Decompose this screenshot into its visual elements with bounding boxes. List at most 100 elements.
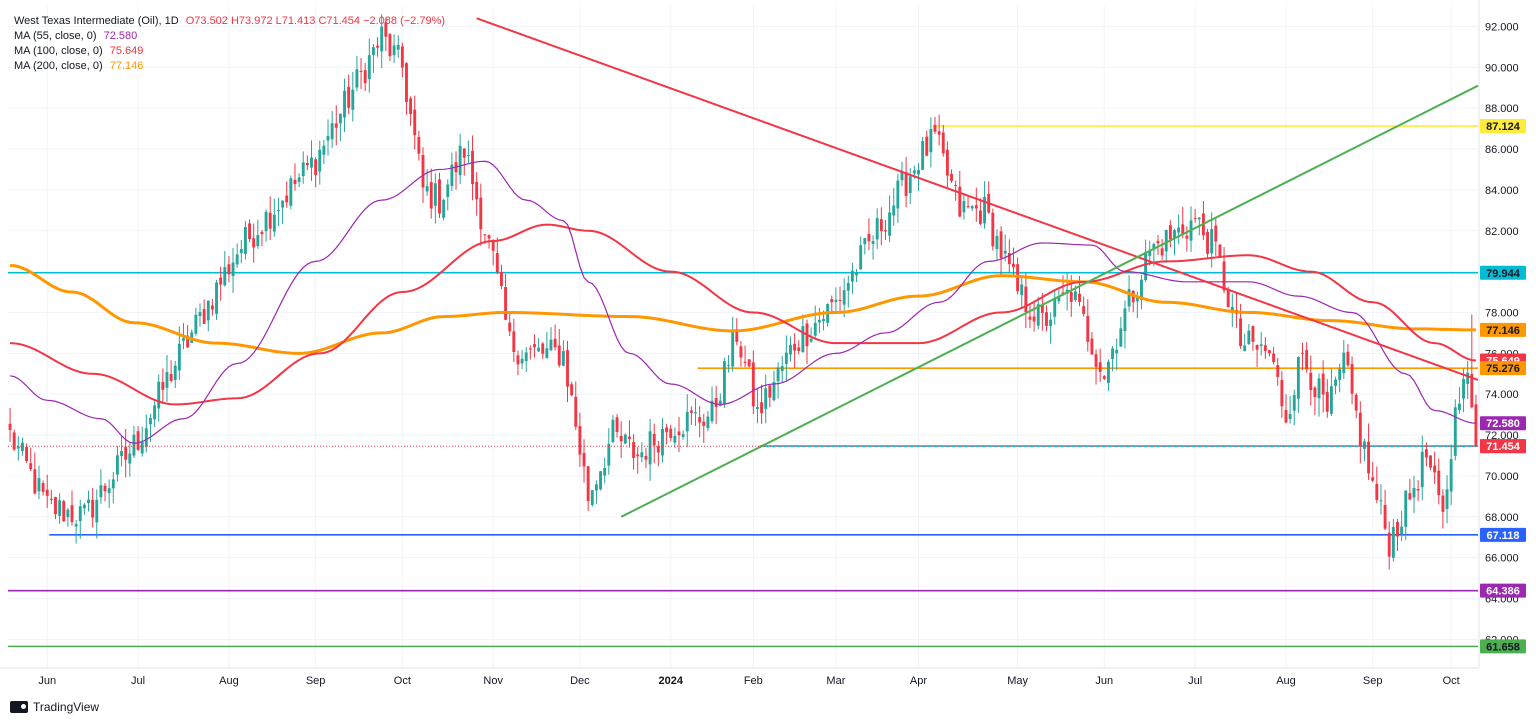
candle-body — [508, 322, 512, 332]
candle-body — [524, 352, 528, 362]
candle-body — [863, 238, 867, 245]
price-axis-badge-label: 77.146 — [1486, 325, 1520, 337]
red-downtrend-line — [476, 17, 1479, 381]
candle-body — [1396, 521, 1399, 537]
candle-body — [177, 343, 181, 371]
candle-body — [66, 509, 70, 518]
candle-body — [1301, 352, 1304, 354]
candle-body — [54, 497, 57, 515]
candle-body — [124, 446, 128, 460]
candle-body — [970, 206, 974, 209]
candle-body — [640, 452, 644, 458]
candle-body — [318, 149, 322, 172]
candle-body — [594, 484, 598, 491]
candle-body — [1408, 493, 1412, 500]
price-axis-badge — [1480, 439, 1526, 454]
candle-body — [665, 427, 669, 433]
y-tick-label: 66.000 — [1485, 553, 1519, 565]
candle-body — [421, 154, 425, 188]
candle-body — [219, 277, 223, 285]
y-tick-label: 84.000 — [1485, 185, 1519, 197]
candle-body — [619, 435, 623, 442]
candle-body — [396, 44, 400, 50]
candle-body — [1288, 414, 1292, 419]
candle-body — [1177, 227, 1181, 233]
candle-body — [16, 446, 20, 449]
candle-body — [1115, 349, 1119, 354]
candle-body — [925, 136, 929, 156]
price-axis-badge-label: 75.276 — [1486, 363, 1520, 375]
candle-body — [165, 372, 169, 388]
candle-body — [859, 245, 863, 270]
candle-body — [648, 431, 652, 465]
candle-body — [776, 367, 780, 382]
candle-body — [438, 179, 441, 214]
candle-body — [12, 432, 16, 450]
candle-body — [194, 314, 198, 334]
candle-body — [850, 270, 854, 282]
candle-body — [1206, 231, 1209, 254]
candle-body — [1457, 403, 1461, 411]
candle-body — [1259, 344, 1263, 346]
x-tick-label: Oct — [1443, 675, 1460, 687]
candle-body — [297, 177, 301, 182]
candle-body — [714, 398, 718, 408]
legend-ma100-row[interactable]: MA (100, close, 0) 75.649 — [14, 44, 445, 59]
candle-body — [689, 410, 693, 413]
price-axis-badge-label: 67.118 — [1486, 530, 1519, 542]
legend-ma55-row[interactable]: MA (55, close, 0) 72.580 — [14, 29, 445, 44]
candle-body — [937, 131, 941, 135]
candle-body — [644, 455, 648, 460]
candle-body — [272, 214, 276, 232]
candle-body — [718, 400, 722, 406]
candle-body — [1317, 378, 1321, 399]
candle-body — [144, 428, 148, 447]
candle-body — [82, 504, 86, 509]
candle-body — [1474, 404, 1478, 447]
candle-body — [475, 181, 479, 200]
candle-body — [685, 411, 689, 432]
candle-body — [974, 205, 978, 209]
candle-body — [669, 428, 673, 439]
candle-body — [140, 441, 144, 454]
candle-body — [8, 423, 12, 431]
candle-body — [954, 185, 958, 187]
candle-body — [661, 428, 664, 456]
price-axis-badge-label: 61.658 — [1486, 641, 1520, 653]
candle-body — [1156, 240, 1160, 244]
candle-body — [533, 344, 536, 348]
legend-ma200-row[interactable]: MA (200, close, 0) 77.146 — [14, 59, 445, 74]
candle-body — [694, 412, 697, 414]
candle-body — [912, 170, 916, 174]
candle-body — [409, 98, 413, 115]
candle-body — [1466, 372, 1470, 384]
tradingview-logo-icon — [10, 701, 28, 713]
candle-body — [260, 231, 264, 235]
candle-body — [884, 230, 887, 232]
candle-body — [1028, 316, 1032, 320]
candle-body — [1148, 251, 1152, 256]
candle-body — [132, 434, 136, 456]
candle-body — [1363, 441, 1366, 449]
candle-body — [1412, 487, 1416, 498]
candle-body — [537, 347, 541, 352]
candle-body — [1404, 490, 1408, 527]
x-tick-label: Nov — [483, 675, 503, 687]
brand-name: TradingView — [33, 700, 100, 714]
candle-body — [1012, 263, 1015, 268]
candle-body — [1375, 483, 1379, 501]
x-tick-label: May — [1007, 675, 1028, 687]
candle-body — [1387, 532, 1391, 557]
candle-body — [1193, 217, 1197, 219]
candle-body — [607, 443, 611, 466]
candle-body — [929, 129, 933, 153]
candle-body — [413, 109, 417, 136]
tradingview-brand[interactable]: TradingView — [10, 700, 99, 714]
candle-body — [21, 442, 24, 451]
candle-body — [62, 501, 66, 522]
candle-body — [210, 305, 214, 310]
candle-body — [673, 435, 677, 443]
candle-body — [545, 348, 549, 359]
candle-body — [1173, 229, 1176, 239]
